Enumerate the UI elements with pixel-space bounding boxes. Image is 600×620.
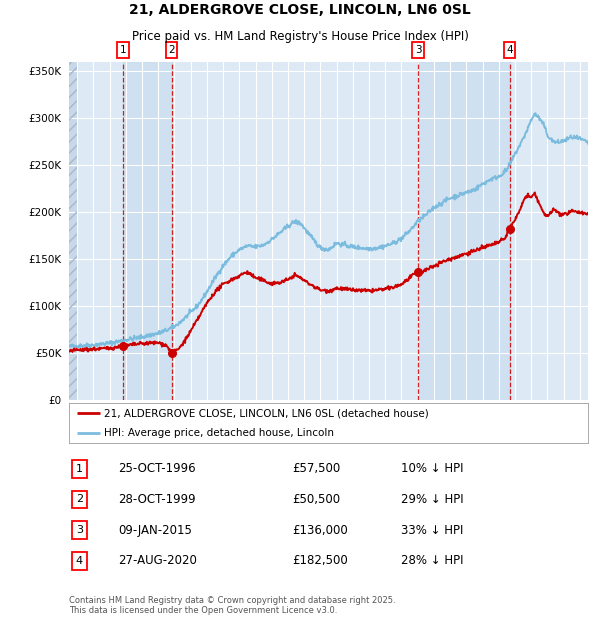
Text: 3: 3 (415, 45, 422, 55)
Text: 21, ALDERGROVE CLOSE, LINCOLN, LN6 0SL: 21, ALDERGROVE CLOSE, LINCOLN, LN6 0SL (129, 3, 471, 17)
Text: 4: 4 (506, 45, 513, 55)
Text: 10% ↓ HPI: 10% ↓ HPI (401, 463, 464, 475)
Text: 1: 1 (76, 464, 83, 474)
Text: 4: 4 (76, 556, 83, 566)
Text: £182,500: £182,500 (292, 554, 348, 567)
Text: £57,500: £57,500 (292, 463, 340, 475)
Text: £136,000: £136,000 (292, 524, 348, 536)
Bar (69, 62, 77, 400)
Text: 3: 3 (76, 525, 83, 535)
Text: 2: 2 (76, 494, 83, 505)
Text: Contains HM Land Registry data © Crown copyright and database right 2025.
This d: Contains HM Land Registry data © Crown c… (69, 596, 395, 615)
Text: 21, ALDERGROVE CLOSE, LINCOLN, LN6 0SL (detached house): 21, ALDERGROVE CLOSE, LINCOLN, LN6 0SL (… (104, 408, 429, 418)
Text: HPI: Average price, detached house, Lincoln: HPI: Average price, detached house, Linc… (104, 428, 334, 438)
Text: 33% ↓ HPI: 33% ↓ HPI (401, 524, 464, 536)
Bar (418, 62, 509, 400)
Text: Price paid vs. HM Land Registry's House Price Index (HPI): Price paid vs. HM Land Registry's House … (131, 30, 469, 43)
Bar (123, 62, 172, 400)
Text: 25-OCT-1996: 25-OCT-1996 (118, 463, 196, 475)
Text: £50,500: £50,500 (292, 493, 340, 506)
Text: 2: 2 (168, 45, 175, 55)
Text: 29% ↓ HPI: 29% ↓ HPI (401, 493, 464, 506)
Text: 1: 1 (119, 45, 126, 55)
Bar (69, 62, 77, 400)
Text: 27-AUG-2020: 27-AUG-2020 (118, 554, 197, 567)
Text: 28-OCT-1999: 28-OCT-1999 (118, 493, 196, 506)
Text: 28% ↓ HPI: 28% ↓ HPI (401, 554, 464, 567)
Text: 09-JAN-2015: 09-JAN-2015 (118, 524, 192, 536)
